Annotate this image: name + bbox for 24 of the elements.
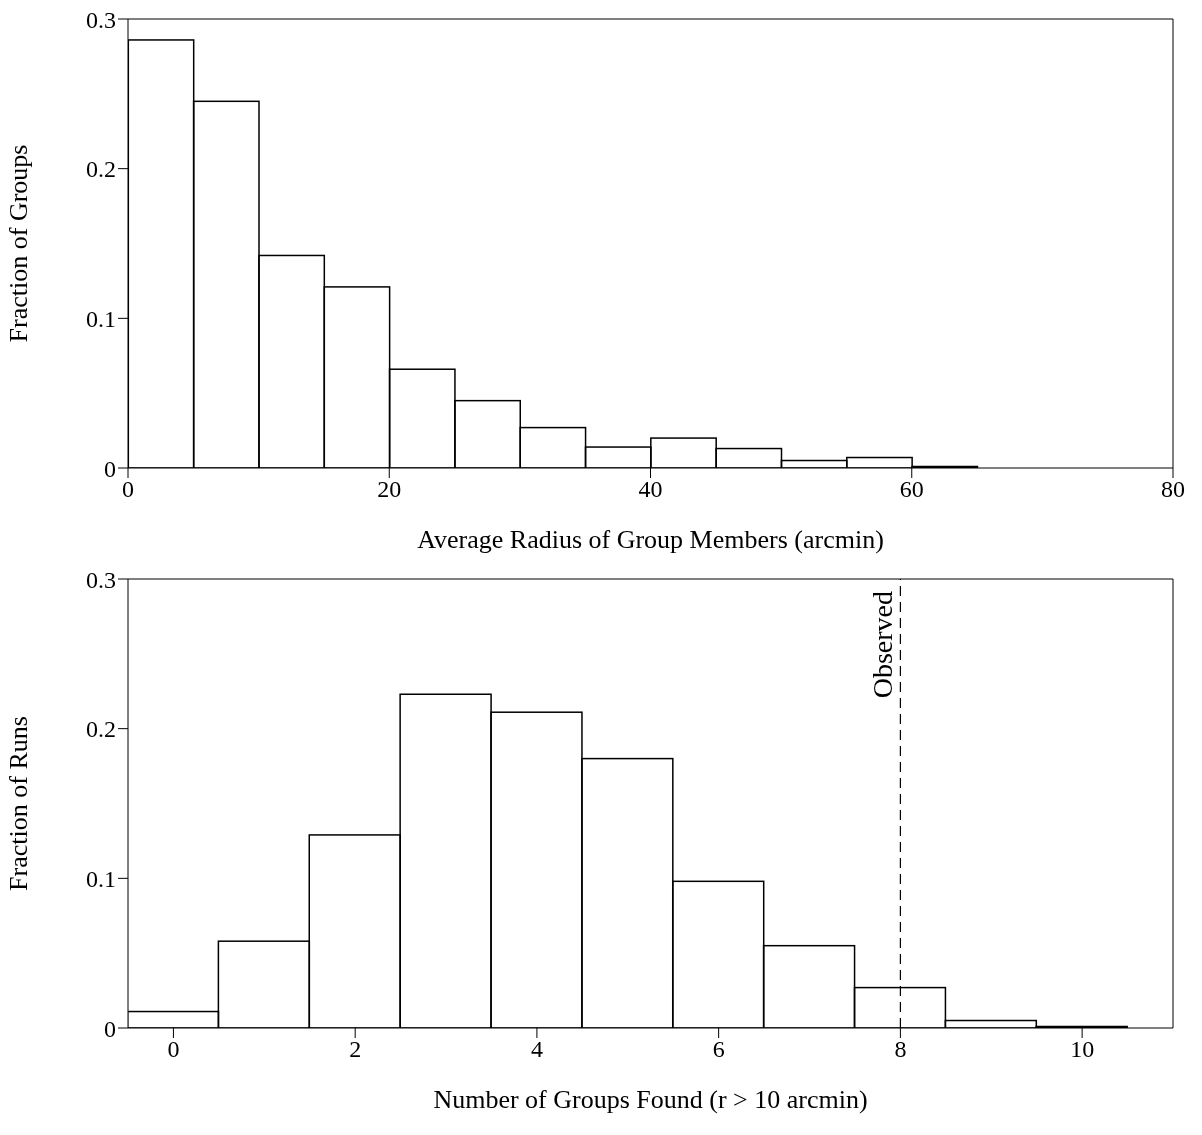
y-tick-label: 0.3 [86, 566, 116, 593]
x-axis-title: Number of Groups Found (r > 10 arcmin) [433, 1085, 868, 1114]
x-tick-label: 80 [1161, 476, 1185, 503]
y-axis-title: Fraction of Runs [4, 716, 34, 891]
x-axis-title: Average Radius of Group Members (arcmin) [417, 525, 884, 554]
x-tick-label: 0 [167, 1036, 180, 1063]
y-tick-label: 0.1 [86, 305, 116, 332]
x-tick-label: 40 [638, 476, 663, 503]
y-tick-label: 0 [104, 1015, 116, 1042]
x-tick-label: 60 [899, 476, 924, 503]
y-tick-label: 0.1 [86, 865, 116, 892]
y-tick-label: 0.2 [86, 156, 116, 183]
x-tick-label: 4 [530, 1036, 543, 1063]
ref-line-label: Observed [867, 591, 899, 699]
x-tick-label: 2 [349, 1036, 362, 1063]
y-tick-label: 0.2 [86, 716, 116, 743]
x-tick-label: 8 [894, 1036, 907, 1063]
x-tick-label: 0 [122, 476, 134, 503]
x-tick-label: 10 [1070, 1036, 1095, 1063]
y-axis-title: Fraction of Groups [4, 144, 34, 343]
y-tick-label: 0.3 [86, 6, 116, 33]
x-tick-label: 20 [377, 476, 402, 503]
y-tick-label: 0 [104, 455, 116, 482]
x-tick-label: 6 [712, 1036, 725, 1063]
